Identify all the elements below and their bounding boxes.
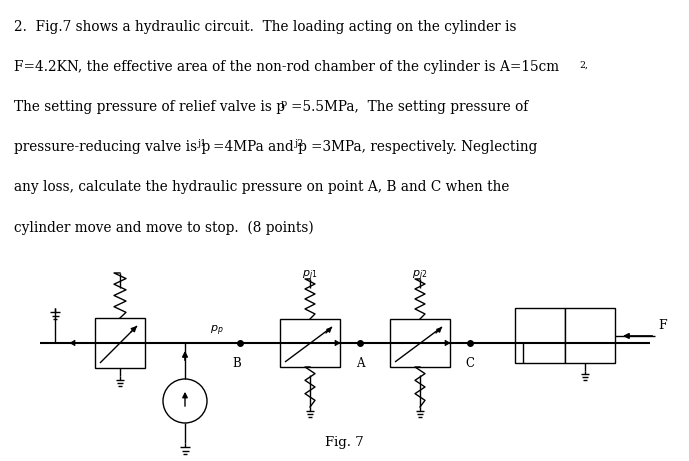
Text: A: A xyxy=(356,357,364,370)
Text: F: F xyxy=(658,319,667,332)
Text: $p_p$: $p_p$ xyxy=(210,324,224,338)
Text: any loss, calculate the hydraulic pressure on point A, B and C when the: any loss, calculate the hydraulic pressu… xyxy=(14,180,509,194)
Text: $p_{j2}$: $p_{j2}$ xyxy=(412,269,428,283)
Text: pressure-reducing valve is p: pressure-reducing valve is p xyxy=(14,140,210,154)
Bar xyxy=(390,319,450,367)
Text: The setting pressure of relief valve is p: The setting pressure of relief valve is … xyxy=(14,100,285,114)
Bar xyxy=(95,318,145,368)
Text: j2: j2 xyxy=(295,139,305,148)
Text: p: p xyxy=(281,99,287,108)
Bar xyxy=(280,319,340,367)
Bar xyxy=(565,308,615,363)
Text: j1: j1 xyxy=(198,139,207,148)
Text: =3MPa, respectively. Neglecting: =3MPa, respectively. Neglecting xyxy=(311,140,537,154)
Polygon shape xyxy=(70,340,75,346)
Polygon shape xyxy=(335,340,340,346)
Text: =4MPa and p: =4MPa and p xyxy=(213,140,307,154)
Text: C: C xyxy=(466,357,475,370)
Text: 2,: 2, xyxy=(579,61,588,70)
Text: 2.  Fig.7 shows a hydraulic circuit.  The loading acting on the cylinder is: 2. Fig.7 shows a hydraulic circuit. The … xyxy=(14,20,517,34)
Text: $p_{j1}$: $p_{j1}$ xyxy=(302,269,318,283)
Polygon shape xyxy=(445,340,450,346)
Text: =5.5MPa,  The setting pressure of: =5.5MPa, The setting pressure of xyxy=(291,100,528,114)
Text: B: B xyxy=(233,357,241,370)
Text: Fig. 7: Fig. 7 xyxy=(325,436,363,449)
Text: cylinder move and move to stop.  (8 points): cylinder move and move to stop. (8 point… xyxy=(14,220,313,235)
Bar xyxy=(515,308,565,363)
Text: F=4.2KN, the effective area of the non-rod chamber of the cylinder is A=15cm: F=4.2KN, the effective area of the non-r… xyxy=(14,60,559,74)
